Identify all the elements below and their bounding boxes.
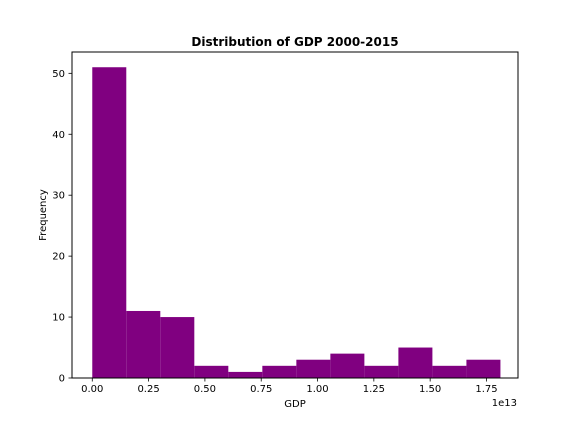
x-tick-label: 0.75 <box>250 384 272 395</box>
y-tick-label: 10 <box>52 313 65 324</box>
y-tick-label: 50 <box>52 69 65 80</box>
histogram-bar <box>432 365 467 378</box>
x-axis-offset-label: 1e13 <box>492 398 517 409</box>
histogram-bar <box>296 359 331 378</box>
histogram-bar <box>160 317 195 378</box>
x-tick-label: 0.00 <box>81 384 103 395</box>
y-tick-label: 0 <box>59 374 65 385</box>
histogram-bar <box>126 310 161 378</box>
histogram-bar <box>330 353 365 378</box>
histogram-bars <box>92 67 501 378</box>
plot-frame <box>71 51 519 379</box>
y-axis-ticks: 0 10 20 30 40 50 <box>52 69 72 385</box>
x-tick-label: 1.75 <box>475 384 497 395</box>
histogram-bar <box>262 365 297 378</box>
histogram-bar <box>398 347 433 378</box>
histogram-bar <box>194 365 229 378</box>
chart-title: Distribution of GDP 2000-2015 <box>191 35 398 49</box>
x-tick-label: 1.50 <box>419 384 441 395</box>
x-tick-label: 0.25 <box>137 384 159 395</box>
histogram-bar <box>466 359 501 378</box>
histogram-bar <box>228 371 263 378</box>
y-axis-label: Frequency <box>38 189 49 241</box>
histogram-bar <box>364 365 399 378</box>
y-tick-label: 30 <box>52 191 65 202</box>
x-tick-label: 1.00 <box>306 384 328 395</box>
y-tick-label: 40 <box>52 130 65 141</box>
x-axis-label: GDP <box>284 399 305 410</box>
x-tick-label: 1.25 <box>363 384 385 395</box>
x-axis-ticks: 0.00 0.25 0.50 0.75 1.00 1.25 1.50 1.75 <box>81 378 498 395</box>
histogram-bar <box>92 67 127 378</box>
x-tick-label: 0.50 <box>194 384 216 395</box>
y-tick-label: 20 <box>52 252 65 263</box>
